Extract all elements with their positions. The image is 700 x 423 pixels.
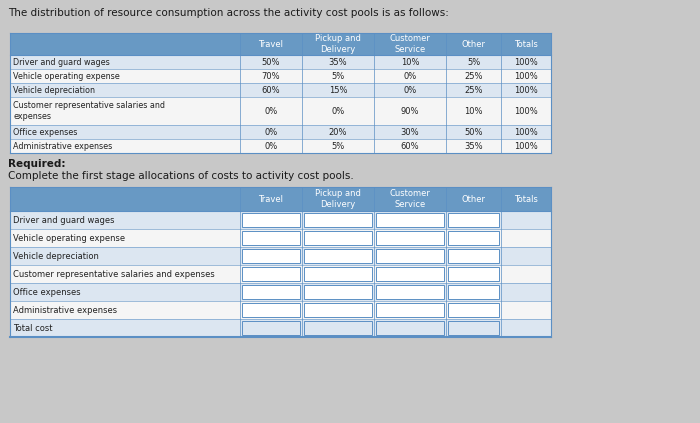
Text: 100%: 100% — [514, 107, 538, 115]
Text: 100%: 100% — [514, 71, 538, 80]
Bar — [242, 285, 300, 299]
Text: 0%: 0% — [265, 107, 278, 115]
Text: 100%: 100% — [514, 58, 538, 66]
Bar — [242, 249, 300, 263]
Bar — [242, 303, 300, 317]
Text: Vehicle depreciation: Vehicle depreciation — [13, 85, 95, 94]
Text: 5%: 5% — [467, 58, 480, 66]
Text: Travel: Travel — [258, 39, 284, 49]
Text: 10%: 10% — [464, 107, 483, 115]
Text: 100%: 100% — [514, 85, 538, 94]
Text: Office expenses: Office expenses — [13, 288, 80, 297]
Bar — [10, 125, 551, 139]
Bar — [10, 319, 551, 337]
Bar — [10, 211, 551, 229]
Text: Customer
Service: Customer Service — [390, 190, 430, 209]
Bar — [376, 321, 444, 335]
Text: 15%: 15% — [329, 85, 347, 94]
Bar — [448, 321, 499, 335]
Bar — [376, 285, 444, 299]
Bar — [242, 231, 300, 245]
Text: 100%: 100% — [514, 142, 538, 151]
Text: Total cost: Total cost — [13, 324, 52, 332]
Text: 25%: 25% — [464, 71, 483, 80]
Bar — [10, 139, 551, 153]
Text: 50%: 50% — [262, 58, 280, 66]
Text: Driver and guard wages: Driver and guard wages — [13, 58, 110, 66]
Text: 50%: 50% — [464, 127, 483, 137]
Text: Office expenses: Office expenses — [13, 127, 78, 137]
Bar — [304, 321, 372, 335]
Bar — [10, 301, 551, 319]
Text: Travel: Travel — [258, 195, 284, 203]
Bar — [376, 213, 444, 227]
Text: Other: Other — [461, 39, 486, 49]
Text: Administrative expenses: Administrative expenses — [13, 305, 117, 314]
Bar — [304, 285, 372, 299]
Bar — [242, 213, 300, 227]
Bar — [448, 303, 499, 317]
Text: 20%: 20% — [329, 127, 347, 137]
Bar — [10, 229, 551, 247]
Bar — [10, 187, 551, 211]
Text: 35%: 35% — [464, 142, 483, 151]
Text: 5%: 5% — [331, 142, 344, 151]
Text: 35%: 35% — [329, 58, 347, 66]
Bar — [448, 267, 499, 281]
Text: Required:: Required: — [8, 159, 66, 169]
Text: 60%: 60% — [262, 85, 280, 94]
Text: Driver and guard wages: Driver and guard wages — [13, 215, 115, 225]
Bar — [448, 249, 499, 263]
Bar — [304, 231, 372, 245]
Text: Complete the first stage allocations of costs to activity cost pools.: Complete the first stage allocations of … — [8, 171, 354, 181]
Bar — [304, 303, 372, 317]
Text: Vehicle operating expense: Vehicle operating expense — [13, 233, 125, 242]
Bar — [304, 267, 372, 281]
Bar — [376, 303, 444, 317]
Text: 25%: 25% — [464, 85, 483, 94]
Bar — [376, 231, 444, 245]
Bar — [448, 285, 499, 299]
Text: 0%: 0% — [403, 71, 416, 80]
Text: Vehicle operating expense: Vehicle operating expense — [13, 71, 120, 80]
Text: Other: Other — [461, 195, 486, 203]
Bar — [10, 247, 551, 265]
Text: Customer representative salaries and expenses: Customer representative salaries and exp… — [13, 269, 215, 278]
Bar — [242, 321, 300, 335]
Text: 0%: 0% — [403, 85, 416, 94]
Bar — [242, 267, 300, 281]
Text: 60%: 60% — [400, 142, 419, 151]
Text: Administrative expenses: Administrative expenses — [13, 142, 112, 151]
Bar — [10, 97, 551, 125]
Text: Totals: Totals — [514, 39, 538, 49]
Bar — [10, 55, 551, 69]
Text: Customer
Service: Customer Service — [390, 34, 430, 54]
Text: 0%: 0% — [265, 142, 278, 151]
Bar — [448, 231, 499, 245]
Bar — [304, 249, 372, 263]
Text: 70%: 70% — [262, 71, 280, 80]
Text: Vehicle depreciation: Vehicle depreciation — [13, 252, 99, 261]
Text: 5%: 5% — [331, 71, 344, 80]
Bar — [376, 267, 444, 281]
Text: 100%: 100% — [514, 127, 538, 137]
Text: 10%: 10% — [400, 58, 419, 66]
Bar — [10, 283, 551, 301]
Bar — [10, 33, 551, 55]
Text: Customer representative salaries and
expenses: Customer representative salaries and exp… — [13, 101, 165, 121]
Bar — [10, 69, 551, 83]
Text: 30%: 30% — [400, 127, 419, 137]
Bar — [10, 265, 551, 283]
Bar — [10, 83, 551, 97]
Text: Pickup and
Delivery: Pickup and Delivery — [315, 190, 361, 209]
Text: 90%: 90% — [400, 107, 419, 115]
Text: 0%: 0% — [265, 127, 278, 137]
Text: Totals: Totals — [514, 195, 538, 203]
Bar — [376, 249, 444, 263]
Text: Pickup and
Delivery: Pickup and Delivery — [315, 34, 361, 54]
Text: The distribution of resource consumption across the activity cost pools is as fo: The distribution of resource consumption… — [8, 8, 449, 18]
Bar — [304, 213, 372, 227]
Text: 0%: 0% — [331, 107, 344, 115]
Bar — [448, 213, 499, 227]
